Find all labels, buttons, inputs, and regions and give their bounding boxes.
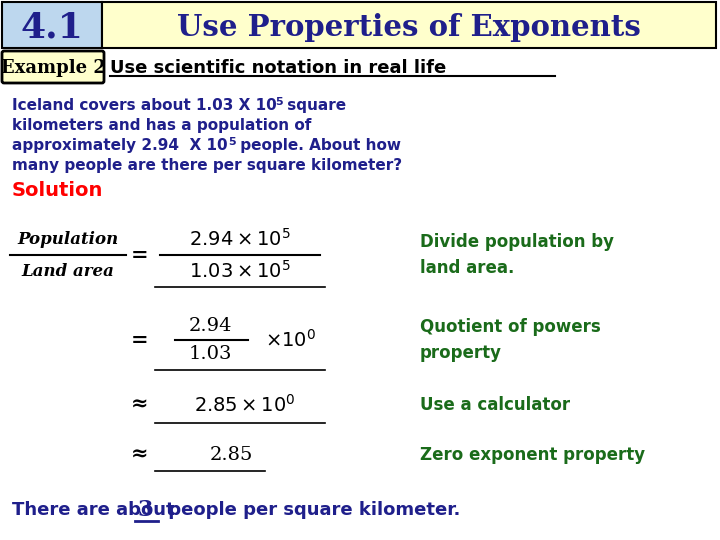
Text: ≈: ≈ <box>131 395 149 415</box>
Text: 5: 5 <box>275 97 283 107</box>
Text: Use Properties of Exponents: Use Properties of Exponents <box>177 12 641 42</box>
Text: $2.85\times10^0$: $2.85\times10^0$ <box>194 394 296 416</box>
Text: 3: 3 <box>138 499 153 521</box>
Text: Land area: Land area <box>22 262 114 280</box>
Text: $\times10^0$: $\times10^0$ <box>265 329 316 351</box>
Text: Use a calculator: Use a calculator <box>420 396 570 414</box>
Text: =: = <box>131 330 149 350</box>
Text: Population: Population <box>17 231 119 247</box>
Text: ≈: ≈ <box>131 445 149 465</box>
Text: people per square kilometer.: people per square kilometer. <box>162 501 460 519</box>
Text: Zero exponent property: Zero exponent property <box>420 446 645 464</box>
Text: square: square <box>282 98 346 113</box>
Text: Iceland covers about 1.03 X 10: Iceland covers about 1.03 X 10 <box>12 98 276 113</box>
Text: 1.03: 1.03 <box>188 345 232 363</box>
Text: approximately 2.94  X 10: approximately 2.94 X 10 <box>12 138 228 153</box>
Text: $1.03\times10^5$: $1.03\times10^5$ <box>189 260 291 282</box>
FancyBboxPatch shape <box>2 51 104 83</box>
Text: 2.94: 2.94 <box>188 317 232 335</box>
Text: Use scientific notation in real life: Use scientific notation in real life <box>110 59 446 77</box>
Text: Quotient of powers
property: Quotient of powers property <box>420 318 600 362</box>
Text: There are about: There are about <box>12 501 181 519</box>
Text: Solution: Solution <box>12 181 104 200</box>
Text: $2.94\times10^5$: $2.94\times10^5$ <box>189 228 291 250</box>
Text: Divide population by
land area.: Divide population by land area. <box>420 233 614 277</box>
Text: people. About how: people. About how <box>235 138 401 153</box>
Text: 4.1: 4.1 <box>21 10 84 44</box>
Text: Example 2: Example 2 <box>1 59 105 77</box>
FancyBboxPatch shape <box>102 2 716 48</box>
Text: =: = <box>131 245 149 265</box>
Text: kilometers and has a population of: kilometers and has a population of <box>12 118 311 133</box>
Text: 2.85: 2.85 <box>210 446 253 464</box>
Text: 5: 5 <box>228 137 235 147</box>
Text: many people are there per square kilometer?: many people are there per square kilomet… <box>12 158 402 173</box>
FancyBboxPatch shape <box>2 2 102 48</box>
